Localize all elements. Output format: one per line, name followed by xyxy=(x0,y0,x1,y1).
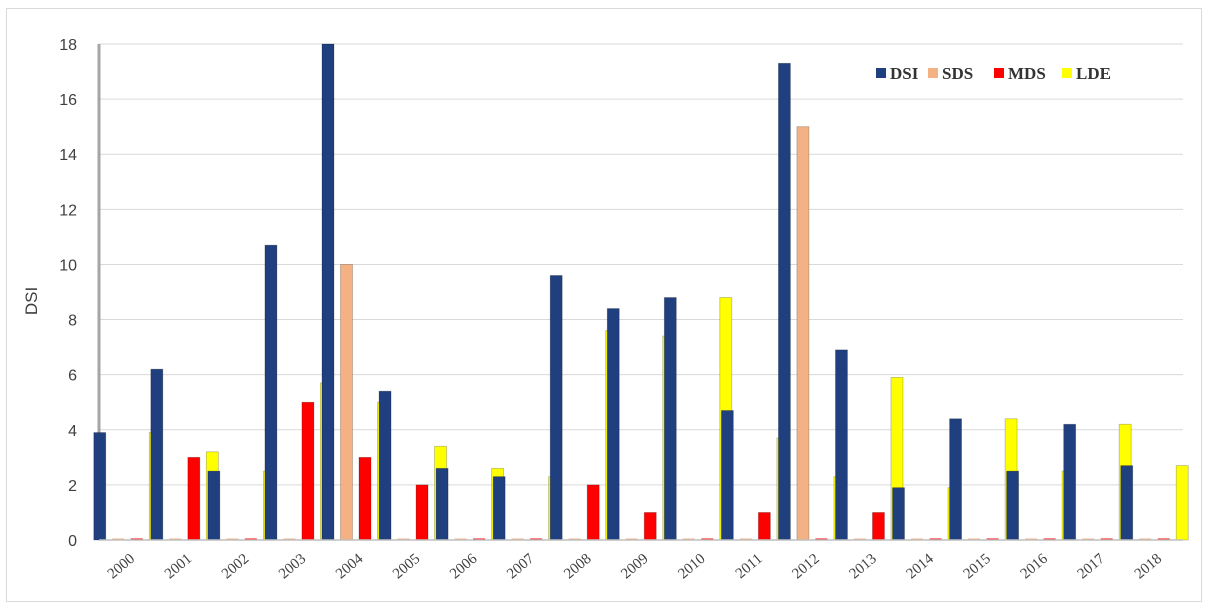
x-tick-label: 2002 xyxy=(219,551,252,583)
y-tick-label: 18 xyxy=(59,37,77,54)
bar-mds-2009 xyxy=(643,512,657,541)
bar-dsi-2018 xyxy=(1120,465,1134,541)
x-tick-label: 2006 xyxy=(447,550,481,582)
x-tick-label: 2000 xyxy=(105,551,138,583)
bar-mds-2005 xyxy=(415,484,429,541)
bar-mds-2013 xyxy=(872,512,885,541)
bar-mds-2008 xyxy=(586,484,600,541)
chart-frame: 0 2 4 6 8 10 12 14 16 18 2000 2001 2002 2003 2004 2005… xyxy=(6,8,1202,602)
y-tick-label: 6 xyxy=(68,368,77,385)
bars xyxy=(93,43,1189,541)
legend: DSI SDS MDS LDE xyxy=(876,64,1111,83)
bar-sds-2004 xyxy=(340,264,353,541)
y-tick-label: 2 xyxy=(68,478,77,495)
y-tick-label: 8 xyxy=(68,313,77,330)
bar-dsi-2007 xyxy=(492,476,506,541)
x-tick-label: 2005 xyxy=(390,551,423,583)
x-tick-label: 2011 xyxy=(733,551,766,582)
legend-label-lde: LDE xyxy=(1076,64,1111,83)
bar-mds-2003 xyxy=(301,401,315,541)
bar-dsi-2004 xyxy=(321,43,335,541)
y-tick-label: 10 xyxy=(59,257,77,274)
bar-dsi-2006 xyxy=(435,467,449,541)
bar-dsi-2013 xyxy=(835,349,848,541)
x-axis: 2000 2001 2002 2003 2004 2005 2006 2007 2008 2009… xyxy=(99,539,1183,583)
legend-label-mds: MDS xyxy=(1008,64,1046,83)
y-tick-label: 12 xyxy=(59,202,77,219)
x-tick-label: 2008 xyxy=(561,551,594,583)
bar-dsi-2011 xyxy=(720,410,734,541)
legend-swatch-lde xyxy=(1062,68,1072,78)
bar-dsi-2010 xyxy=(663,297,677,541)
x-tick-label: 2018 xyxy=(1132,551,1165,583)
y-tick-label: 16 xyxy=(59,92,77,109)
legend-label-sds: SDS xyxy=(942,64,973,83)
bar-dsi-2016 xyxy=(1006,470,1020,541)
gridlines xyxy=(99,43,1183,541)
x-tick-label: 2003 xyxy=(276,551,309,583)
bar-dsi-2014 xyxy=(892,487,905,541)
x-tick-label: 2007 xyxy=(504,550,538,582)
x-tick-label: 2001 xyxy=(162,551,195,583)
x-tick-label: 2015 xyxy=(961,551,994,583)
bar-dsi-2005 xyxy=(378,390,392,541)
bar-dsi-2001 xyxy=(150,368,164,541)
x-tick-label: 2016 xyxy=(1018,550,1052,582)
y-tick-label: 4 xyxy=(68,423,77,440)
bar-mds-2004 xyxy=(358,456,372,541)
bar-dsi-2000 xyxy=(93,432,107,541)
bar-mds-2011 xyxy=(757,512,771,541)
legend-swatch-sds xyxy=(928,68,938,78)
bar-sds-2012 xyxy=(796,126,810,541)
bar-dsi-2009 xyxy=(606,308,620,541)
x-tick-label: 2004 xyxy=(333,550,367,582)
legend-swatch-mds xyxy=(994,68,1004,78)
bar-dsi-2008 xyxy=(549,275,563,541)
y-tick-label: 0 xyxy=(68,533,77,550)
legend-swatch-dsi xyxy=(876,68,886,78)
y-axis-label: DSI xyxy=(22,287,41,315)
y-tick-label: 14 xyxy=(59,147,77,164)
bar-dsi-2002 xyxy=(207,470,221,541)
x-tick-label: 2014 xyxy=(904,550,938,582)
bar-mds-2001 xyxy=(187,456,201,541)
bar-chart: 0 2 4 6 8 10 12 14 16 18 2000 2001 2002 2003 2004 2005… xyxy=(22,37,1189,583)
bar-dsi-2003 xyxy=(264,244,278,541)
legend-label-dsi: DSI xyxy=(890,64,919,83)
bar-dsi-2012 xyxy=(778,62,791,541)
x-tick-label: 2009 xyxy=(618,551,651,583)
y-axis: 0 2 4 6 8 10 12 14 16 18 xyxy=(59,37,101,550)
bar-lde-2018 xyxy=(1175,465,1189,541)
x-tick-label: 2012 xyxy=(789,551,822,583)
x-tick-label: 2013 xyxy=(847,551,880,583)
bar-dsi-2015 xyxy=(949,418,962,541)
x-tick-label: 2010 xyxy=(675,551,708,583)
bar-dsi-2017 xyxy=(1063,423,1077,541)
x-tick-label: 2017 xyxy=(1075,550,1109,582)
